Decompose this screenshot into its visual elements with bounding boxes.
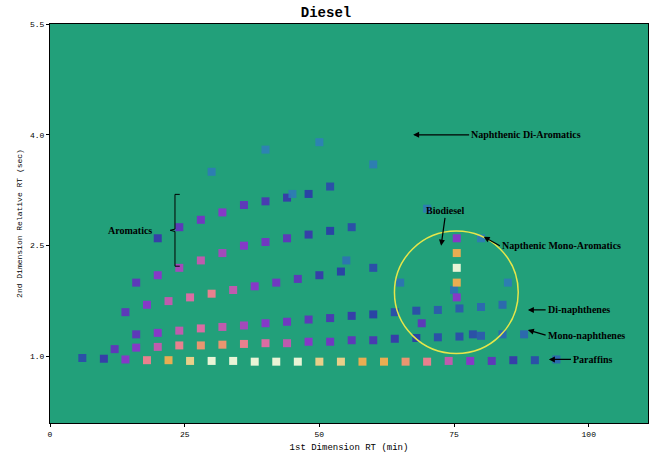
svg-text:Biodiesel: Biodiesel [426,205,465,216]
svg-text:2.5: 2.5 [30,241,45,250]
svg-text:Napthenic Mono-Aromatics: Napthenic Mono-Aromatics [502,240,621,251]
svg-text:Aromatics: Aromatics [108,225,152,236]
svg-text:100: 100 [582,430,597,439]
svg-text:1st Dimension RT (min): 1st Dimension RT (min) [290,443,409,453]
svg-text:Naphthenic Di-Aromatics: Naphthenic Di-Aromatics [471,129,581,140]
svg-text:1.0: 1.0 [30,352,45,361]
svg-text:Paraffins: Paraffins [573,354,613,365]
svg-text:2nd Dimension Relative RT (sec: 2nd Dimension Relative RT (sec) [15,149,24,298]
svg-text:0: 0 [48,430,53,439]
svg-text:50: 50 [315,430,325,439]
svg-text:25: 25 [180,430,190,439]
svg-text:4.0: 4.0 [30,131,45,140]
svg-text:Diesel: Diesel [301,5,351,21]
svg-text:5.5: 5.5 [30,20,45,29]
svg-text:75: 75 [449,430,459,439]
svg-text:Mono-naphthenes: Mono-naphthenes [548,330,625,341]
svg-text:Di-naphthenes: Di-naphthenes [548,304,610,315]
